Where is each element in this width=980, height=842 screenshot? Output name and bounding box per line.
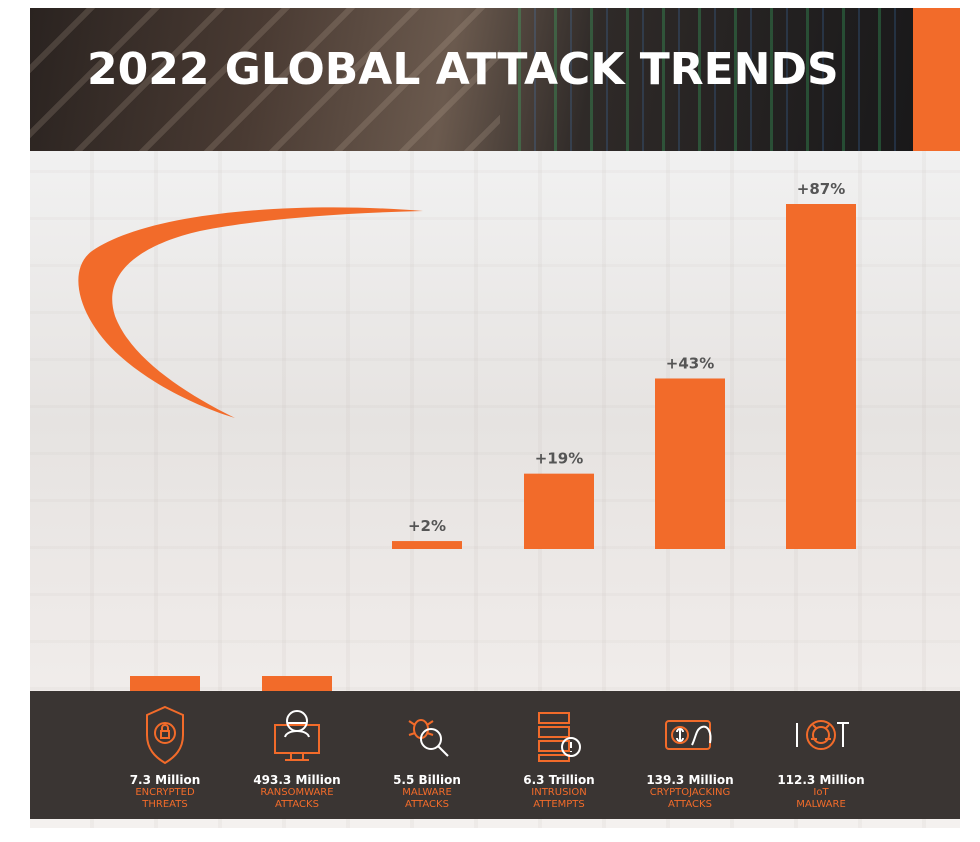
category-item: 6.3 Trillion INTRUSION ATTEMPTS (494, 699, 624, 811)
bar-value-label: +19% (535, 450, 583, 468)
category-label: INTRUSION (531, 787, 587, 798)
swoosh-decoration (78, 207, 423, 418)
category-label: ATTACKS (275, 799, 319, 810)
banner-server-lights (500, 8, 910, 151)
category-count: 6.3 Trillion (523, 773, 595, 787)
hacker-monitor-icon (269, 703, 325, 767)
iot-bug-icon (793, 703, 849, 767)
title-banner: 2022 GLOBAL ATTACK TRENDS (30, 8, 960, 151)
bar-3 (524, 473, 594, 549)
category-count: 112.3 Million (777, 773, 865, 787)
category-count: 5.5 Billion (393, 773, 461, 787)
category-count: 7.3 Million (129, 773, 201, 787)
category-label: ATTACKS (405, 799, 449, 810)
banner-accent-stripe (913, 8, 960, 151)
bar-2 (392, 541, 462, 549)
category-label: RANSOMWARE (260, 787, 334, 798)
bar-5 (786, 204, 856, 549)
category-label: THREATS (142, 799, 188, 810)
category-label: ATTEMPTS (533, 799, 585, 810)
category-count: 493.3 Million (253, 773, 341, 787)
category-item: 139.3 Million CRYPTOJACKING ATTACKS (625, 699, 755, 811)
bar-value-label: +2% (408, 517, 446, 535)
hand-coin-icon (662, 703, 718, 767)
chart-area: -28%-21%+2%+19%+43%+87% 7.3 MillionENCRY… (30, 151, 960, 828)
infographic: 2022 GLOBAL ATTACK TRENDS -28%-21%+2%+19… (30, 8, 960, 828)
banner-background (30, 8, 500, 151)
category-label: ENCRYPTED (135, 787, 195, 798)
bar-value-label: +43% (666, 354, 714, 372)
category-item: 112.3 Million IoT MALWARE (756, 699, 886, 811)
category-item: 5.5 Billion MALWARE ATTACKS (362, 699, 492, 811)
category-label: MALWARE (796, 799, 846, 810)
category-count: 139.3 Million (646, 773, 734, 787)
page-title: 2022 GLOBAL ATTACK TRENDS (87, 44, 839, 95)
bug-magnifier-icon (399, 703, 455, 767)
bar-value-label: +87% (797, 180, 845, 198)
category-label: MALWARE (402, 787, 452, 798)
server-alert-icon (531, 703, 587, 767)
category-label: IoT (813, 787, 829, 798)
category-label: CRYPTOJACKING (649, 787, 731, 798)
bar-4 (655, 378, 725, 549)
category-band (30, 691, 960, 819)
category-label: ATTACKS (668, 799, 712, 810)
shield-lock-icon (137, 703, 193, 767)
category-item: 493.3 Million RANSOMWARE ATTACKS (232, 699, 362, 811)
category-item: 7.3 Million ENCRYPTED THREATS (100, 699, 230, 811)
